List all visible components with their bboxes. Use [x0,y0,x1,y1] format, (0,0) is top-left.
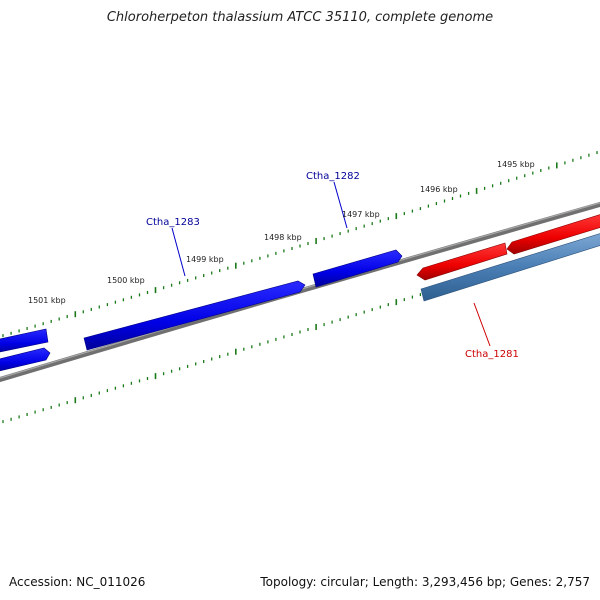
gene-reverse-red-2[interactable] [506,213,600,255]
gene-ctha-1282-feature[interactable] [312,249,403,288]
scale-label-1499: 1499 kbp [186,255,224,264]
gene-forward-left-edge-lower[interactable] [0,347,51,372]
gene-label-ctha-1283[interactable]: Ctha_1283 [146,217,200,228]
scale-label-1500: 1500 kbp [107,276,145,285]
gene-ctha-1282-leader [333,181,348,229]
gene-ctha-1283-feature[interactable] [83,280,306,351]
gene-reverse-red-1[interactable] [416,242,508,281]
scale-label-1497: 1497 kbp [342,210,380,219]
gene-label-ctha-1282[interactable]: Ctha_1282 [306,171,360,182]
gene-ctha-1281-feature[interactable] [420,232,600,302]
scale-label-1498: 1498 kbp [264,233,302,242]
scale-ticks-outer [2,151,598,338]
map-title: Chloroherpeton thalassium ATCC 35110, co… [106,10,494,25]
gene-ctha-1281-leader [473,302,491,347]
gene-ctha-1283-leader [171,227,186,277]
genome-topology-info: Topology: circular; Length: 3,293,456 bp… [260,575,590,589]
gene-forward-left-edge-upper[interactable] [0,328,49,353]
accession-info: Accession: NC_011026 [9,575,146,589]
scale-label-1496: 1496 kbp [420,185,458,194]
scale-label-1495: 1495 kbp [497,160,535,169]
gene-label-ctha-1281[interactable]: Ctha_1281 [465,349,519,360]
scale-label-1501: 1501 kbp [28,296,66,305]
